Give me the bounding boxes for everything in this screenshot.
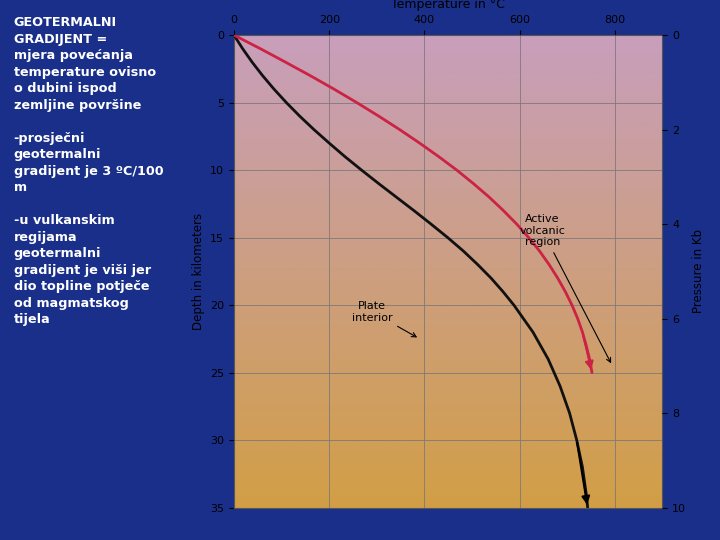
Y-axis label: Depth in kilometers: Depth in kilometers <box>192 213 204 330</box>
Text: Plate
interior: Plate interior <box>352 301 416 337</box>
Text: Active
volcanic
region: Active volcanic region <box>520 214 611 362</box>
X-axis label: Temperature in °C: Temperature in °C <box>391 0 505 11</box>
Y-axis label: Pressure in Kb: Pressure in Kb <box>692 230 705 313</box>
Text: GEOTERMALNI
GRADIJENT =
mjera povećanja
temperature ovisno
o dubini ispod
zemlji: GEOTERMALNI GRADIJENT = mjera povećanja … <box>14 16 163 326</box>
